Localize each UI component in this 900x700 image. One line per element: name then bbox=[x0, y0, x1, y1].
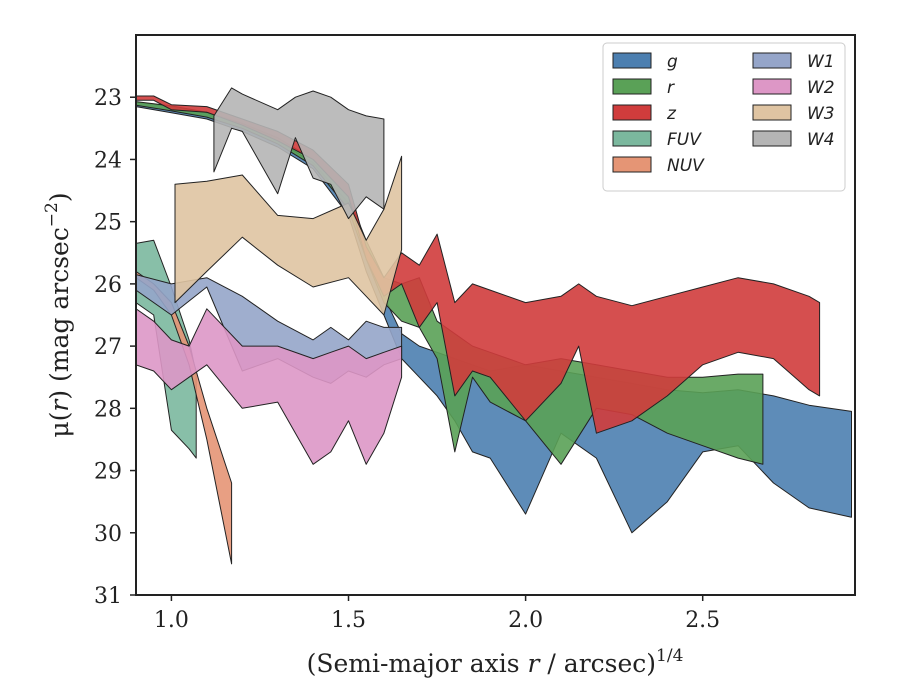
y-axis-title: μ(r) (mag arcsec−2) bbox=[42, 192, 74, 437]
bands-layer bbox=[136, 87, 852, 565]
legend-entry-w1: W1 bbox=[752, 52, 835, 72]
x-tick-label: 1.0 bbox=[154, 608, 189, 633]
legend-entry-w4: W4 bbox=[752, 130, 835, 150]
y-tick-label: 24 bbox=[94, 148, 122, 173]
legend-entry-z: z bbox=[612, 104, 677, 124]
legend-label: g bbox=[667, 52, 678, 72]
legend-label: W1 bbox=[807, 52, 835, 72]
y-tick-label: 26 bbox=[94, 273, 122, 298]
y-tick-label: 28 bbox=[94, 397, 122, 422]
legend-swatch bbox=[612, 104, 652, 121]
legend-swatch bbox=[612, 78, 652, 95]
y-tick-label: 29 bbox=[94, 460, 122, 485]
legend-swatch bbox=[752, 78, 792, 95]
legend-label: FUV bbox=[667, 130, 702, 150]
y-tick-label: 23 bbox=[94, 86, 122, 111]
legend-swatch bbox=[752, 52, 792, 69]
legend-swatch bbox=[612, 52, 652, 69]
legend: grz FUV NUV W1 W2 W3 W4 bbox=[602, 42, 846, 192]
legend-swatch bbox=[612, 156, 652, 173]
legend-swatch bbox=[752, 130, 792, 147]
legend-label: W4 bbox=[807, 130, 835, 150]
legend-label: z bbox=[666, 104, 677, 124]
x-tick-label: 2.5 bbox=[685, 608, 720, 633]
legend-label: NUV bbox=[667, 156, 705, 176]
plot-frame bbox=[135, 34, 856, 596]
legend-label: W3 bbox=[807, 104, 835, 124]
y-axis: 23 24 25 26 27 28 29 30 31 bbox=[94, 86, 136, 609]
y-tick-label: 30 bbox=[94, 522, 122, 547]
y-tick-label: 27 bbox=[94, 335, 122, 360]
y-tick-label: 25 bbox=[94, 211, 122, 236]
legend-swatch bbox=[612, 130, 652, 147]
band-w3 bbox=[174, 155, 403, 316]
band-w4 bbox=[213, 87, 385, 220]
legend-entry-g: g bbox=[612, 52, 678, 72]
legend-entry-fuv: FUV bbox=[612, 130, 702, 150]
legend-entry-r: r bbox=[612, 78, 675, 98]
legend-entry-nuv: NUV bbox=[612, 156, 705, 176]
x-tick-label: 1.5 bbox=[331, 608, 366, 633]
legend-label: r bbox=[667, 78, 675, 98]
x-axis: 1.0 1.5 2.0 2.5 bbox=[154, 595, 720, 633]
x-tick-label: 2.0 bbox=[508, 608, 543, 633]
band-w2 bbox=[136, 308, 403, 465]
legend-swatch bbox=[752, 104, 792, 121]
x-axis-title: (Semi-major axis r / arcsec)1/4 bbox=[307, 646, 684, 678]
y-tick-label: 31 bbox=[94, 584, 122, 609]
legend-label: W2 bbox=[807, 78, 835, 98]
legend-entry-w3: W3 bbox=[752, 104, 835, 124]
legend-entry-w2: W2 bbox=[752, 78, 835, 98]
